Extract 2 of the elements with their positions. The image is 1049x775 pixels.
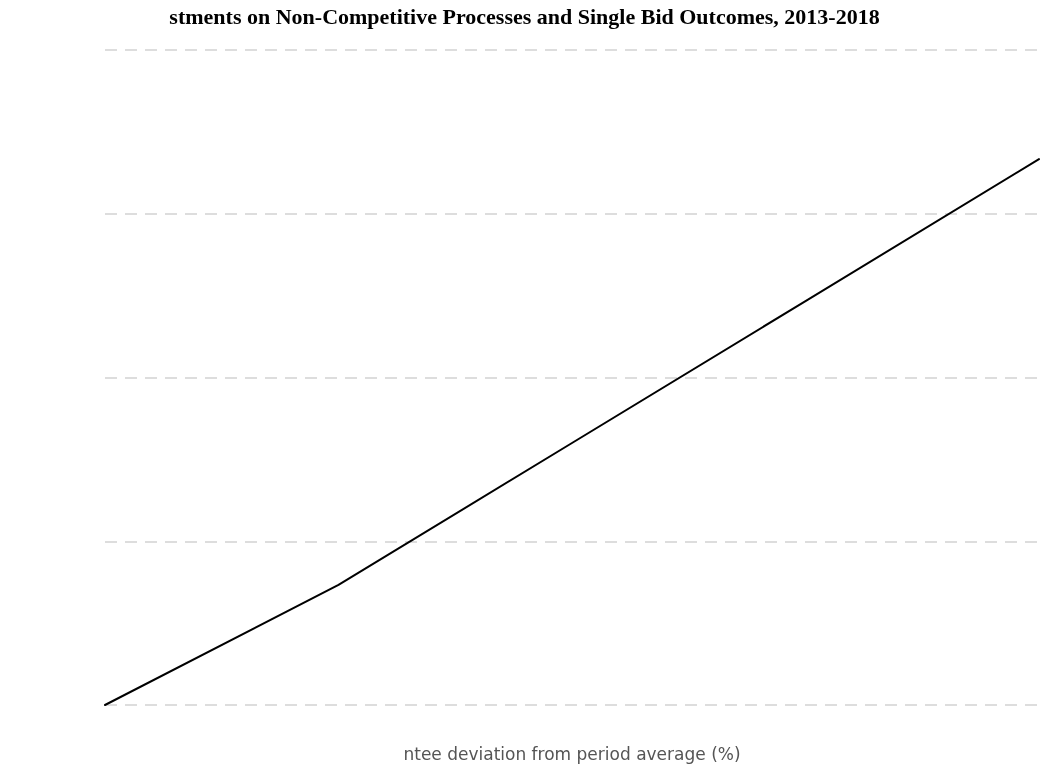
chart-title: stments on Non-Competitive Processes and Single Bid Outcomes, 2013-2018: [169, 3, 880, 29]
x-axis-title: ntee deviation from period average (%): [403, 743, 741, 764]
